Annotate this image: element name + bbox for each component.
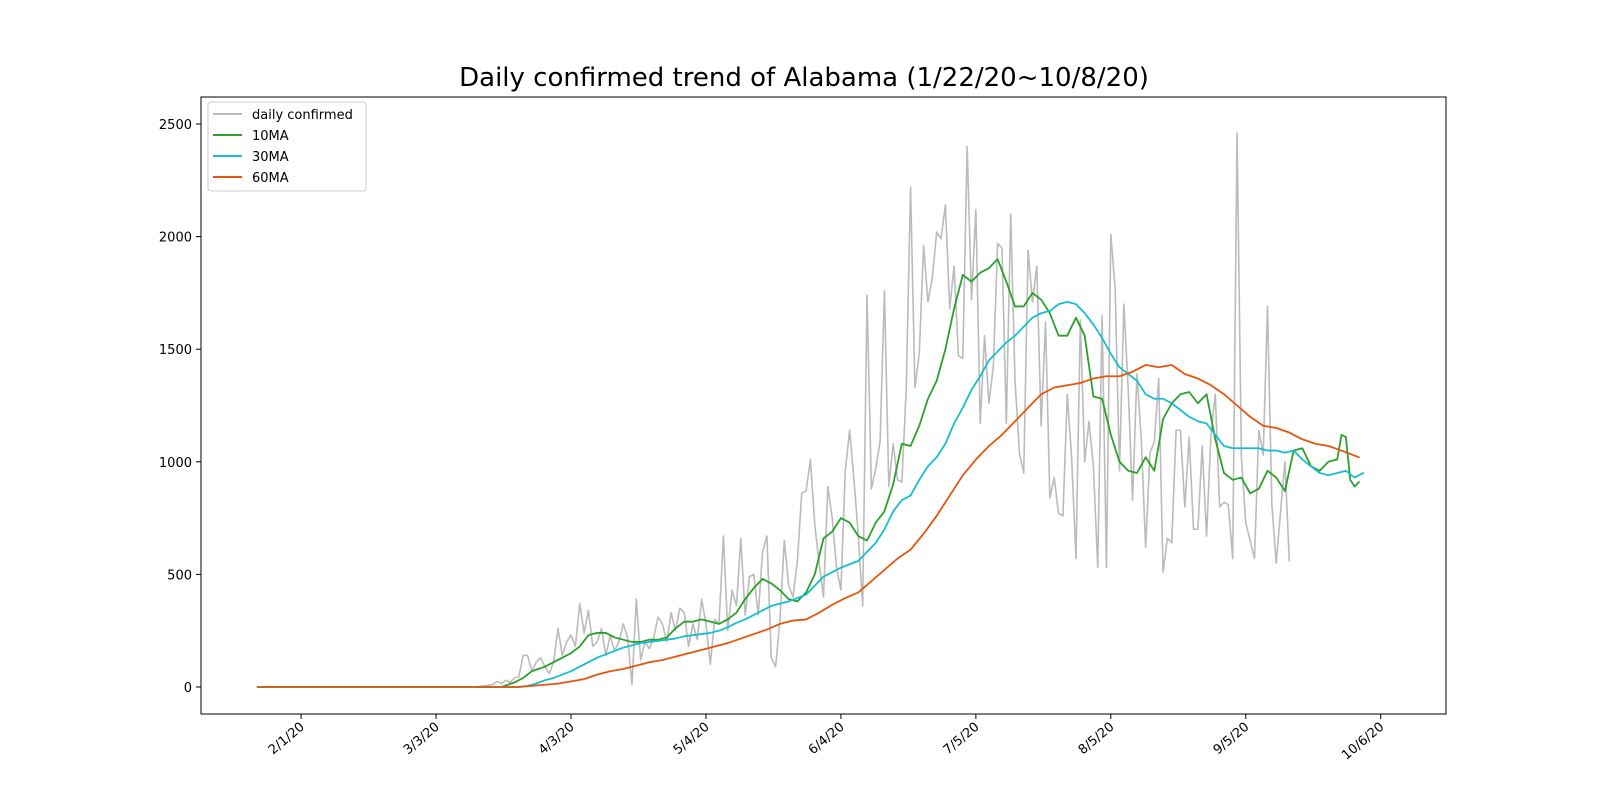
- legend-box: [207, 101, 367, 192]
- legend-label: 30MA: [252, 150, 289, 165]
- x-tick-label: 7/5/20: [941, 720, 983, 758]
- y-tick-label: 2000: [159, 231, 192, 246]
- y-tick-label: 1000: [159, 456, 192, 471]
- legend: daily confirmed 10MA 30MA 60MA: [207, 101, 367, 192]
- x-tick-label: 2/1/20: [266, 720, 308, 758]
- series-group: [256, 132, 1365, 688]
- chart-title: Daily confirmed trend of Alabama (1/22/2…: [459, 63, 1149, 93]
- series-line-10ma: [256, 258, 1360, 688]
- x-tick-label: 6/4/20: [806, 720, 848, 758]
- x-axis: 2/1/20 3/3/20 4/3/20 5/4/20 6/4/20 7/5/20 8/5/…: [266, 714, 1387, 763]
- x-tick-label: 3/3/20: [401, 720, 443, 758]
- series-line-30ma: [256, 301, 1365, 688]
- x-tick-label: 8/5/20: [1076, 720, 1118, 758]
- y-tick-label: 2500: [159, 118, 192, 133]
- x-tick-label: 5/4/20: [671, 720, 713, 758]
- x-tick-label: 9/5/20: [1211, 720, 1253, 758]
- series-line-60ma: [256, 364, 1360, 688]
- y-axis: 0 500 1000 1500 2000 2500: [159, 118, 201, 696]
- legend-label: daily confirmed: [252, 108, 353, 123]
- y-tick-label: 0: [184, 681, 192, 696]
- x-tick-label: 4/3/20: [536, 720, 578, 758]
- plot-area: [200, 96, 1447, 715]
- legend-label: 60MA: [252, 171, 289, 186]
- legend-label: 10MA: [252, 129, 289, 144]
- y-tick-label: 500: [167, 568, 192, 583]
- x-tick-label: 10/6/20: [1339, 720, 1387, 764]
- y-tick-label: 1500: [159, 343, 192, 358]
